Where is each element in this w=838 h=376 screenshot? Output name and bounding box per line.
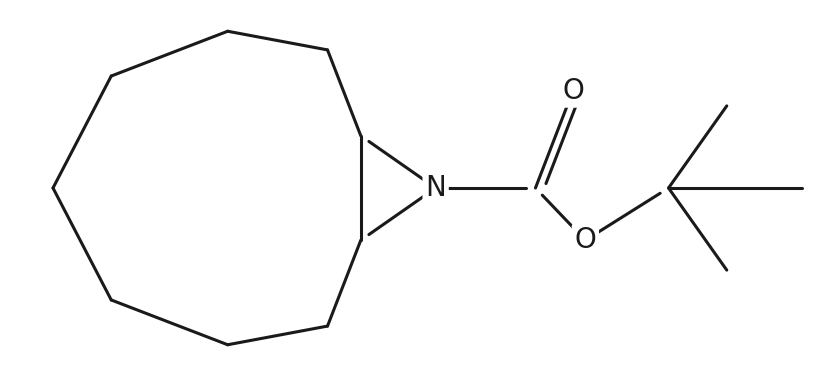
- Text: O: O: [562, 77, 584, 105]
- Text: N: N: [425, 174, 446, 202]
- Text: O: O: [575, 226, 596, 254]
